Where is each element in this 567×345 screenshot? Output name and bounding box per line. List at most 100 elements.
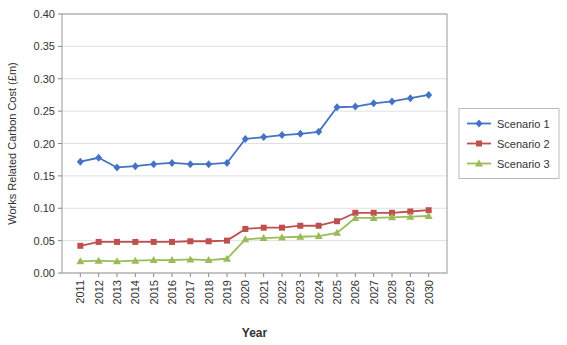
data-point [96, 239, 102, 245]
data-point [352, 103, 359, 111]
y-tick-label: 0.00 [34, 267, 55, 279]
data-point [205, 160, 212, 168]
x-tick [117, 273, 118, 277]
data-point [132, 162, 139, 170]
data-point [77, 158, 84, 166]
x-tick-label: 2029 [404, 280, 416, 304]
data-point [95, 154, 102, 162]
x-axis-label: Year [242, 326, 268, 340]
legend-marker [476, 141, 482, 147]
data-point [76, 257, 84, 264]
data-point [132, 239, 138, 245]
y-tick-label: 0.35 [34, 40, 55, 52]
y-tick [58, 175, 62, 176]
data-point [316, 223, 322, 229]
data-point [370, 214, 378, 221]
x-tick [355, 273, 356, 277]
x-tick-label: 2023 [294, 280, 306, 304]
x-tick-label: 2016 [166, 280, 178, 304]
data-point [242, 135, 249, 143]
x-tick-label: 2013 [111, 280, 123, 304]
data-point [333, 229, 341, 236]
data-point [206, 238, 212, 244]
x-tick-label: 2017 [184, 280, 196, 304]
x-tick-label: 2018 [203, 280, 215, 304]
data-point [351, 214, 359, 221]
grid-line [62, 175, 447, 176]
grid-line [62, 78, 447, 79]
series-line [80, 95, 428, 168]
data-point [169, 159, 176, 167]
x-tick [153, 273, 154, 277]
x-tick [245, 273, 246, 277]
x-tick [208, 273, 209, 277]
x-tick-label: 2014 [129, 280, 141, 304]
legend-label: Scenario 3 [497, 158, 550, 170]
legend-box [459, 109, 559, 179]
data-point [224, 238, 230, 244]
x-tick [135, 273, 136, 277]
y-tick-label: 0.30 [34, 73, 55, 85]
plot-frame [62, 14, 447, 273]
data-point [224, 159, 231, 167]
data-point [169, 239, 175, 245]
x-tick [337, 273, 338, 277]
x-tick-label: 2021 [258, 280, 270, 304]
x-tick [282, 273, 283, 277]
data-point [95, 257, 103, 264]
y-tick [58, 78, 62, 79]
x-tick-label: 2019 [221, 280, 233, 304]
x-tick [227, 273, 228, 277]
x-tick [98, 273, 99, 277]
x-tick-label: 2025 [331, 280, 343, 304]
x-tick-label: 2015 [148, 280, 160, 304]
data-point [114, 163, 121, 171]
y-tick-label: 0.40 [34, 8, 55, 20]
data-point [150, 160, 157, 168]
x-tick [300, 273, 301, 277]
data-point [278, 233, 286, 240]
grid-line [62, 46, 447, 47]
x-axis: 2011201220132014201520162017201820192020… [74, 273, 434, 304]
x-tick-label: 2024 [313, 280, 325, 304]
legend: Scenario 1Scenario 2Scenario 3 [459, 109, 559, 179]
x-tick [392, 273, 393, 277]
data-point [315, 232, 323, 239]
legend-label: Scenario 2 [497, 138, 550, 150]
x-tick [172, 273, 173, 277]
data-point [260, 234, 268, 241]
data-point [389, 97, 396, 105]
x-tick-label: 2011 [74, 280, 86, 304]
data-point [406, 213, 414, 220]
y-tick [58, 273, 62, 274]
y-tick [58, 143, 62, 144]
data-point [223, 255, 231, 262]
x-tick [80, 273, 81, 277]
y-tick-label: 0.25 [34, 105, 55, 117]
data-point [297, 130, 304, 138]
y-axis: 0.000.050.100.150.200.250.300.350.40 [34, 8, 447, 279]
y-tick-label: 0.15 [34, 170, 55, 182]
y-tick-label: 0.05 [34, 235, 55, 247]
data-point [279, 131, 286, 139]
plot-area [76, 91, 432, 264]
series-line [80, 210, 428, 246]
data-point [334, 218, 340, 224]
data-point [150, 256, 158, 263]
series [77, 91, 432, 172]
x-tick [410, 273, 411, 277]
data-point [261, 225, 267, 231]
data-point [370, 99, 377, 107]
x-tick-label: 2022 [276, 280, 288, 304]
x-tick [190, 273, 191, 277]
data-point [388, 213, 396, 220]
data-point [187, 238, 193, 244]
legend-marker [475, 160, 483, 167]
x-tick [263, 273, 264, 277]
data-point [279, 225, 285, 231]
data-point [334, 103, 341, 111]
data-point [315, 128, 322, 136]
x-tick-label: 2020 [239, 280, 251, 304]
data-point [113, 257, 121, 264]
data-point [297, 223, 303, 229]
